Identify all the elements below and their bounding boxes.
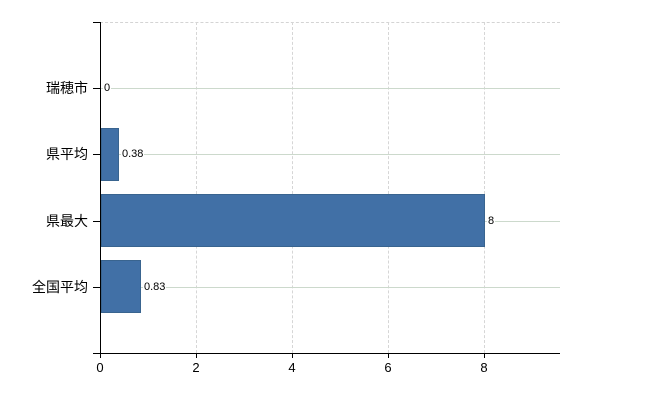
x-tick-mark xyxy=(196,353,197,358)
y-tick-mark xyxy=(93,287,100,288)
value-label: 0.38 xyxy=(121,147,145,161)
x-tick-label: 8 xyxy=(480,360,488,375)
x-tick-mark xyxy=(388,353,389,358)
v-gridline xyxy=(292,22,293,353)
x-tick-label: 0 xyxy=(96,360,104,375)
x-axis-line xyxy=(93,353,560,354)
category-label: 県平均 xyxy=(46,146,88,162)
category-label: 県最大 xyxy=(46,213,88,229)
y-axis-line xyxy=(100,22,101,353)
v-gridline xyxy=(484,22,485,353)
h-gridline xyxy=(100,287,560,288)
y-axis-top-tick xyxy=(93,22,100,23)
v-gridline xyxy=(388,22,389,353)
x-tick-mark xyxy=(100,353,101,358)
x-tick-label: 2 xyxy=(192,360,200,375)
x-tick-mark xyxy=(484,353,485,358)
x-tick-label: 6 xyxy=(384,360,392,375)
x-tick-mark xyxy=(292,353,293,358)
bar xyxy=(101,128,119,181)
category-label: 全国平均 xyxy=(32,279,88,295)
y-tick-mark xyxy=(93,154,100,155)
value-label: 8 xyxy=(487,214,496,228)
x-tick-label: 4 xyxy=(288,360,296,375)
h-gridline xyxy=(100,154,560,155)
y-tick-mark xyxy=(93,221,100,222)
h-gridline xyxy=(100,88,560,89)
value-label: 0.83 xyxy=(143,280,167,294)
bar xyxy=(101,260,141,313)
bar xyxy=(101,194,485,247)
category-label: 瑞穂市 xyxy=(46,80,88,96)
plot-top-border xyxy=(100,22,560,23)
value-label: 0 xyxy=(103,81,112,95)
y-tick-mark xyxy=(93,88,100,89)
v-gridline xyxy=(196,22,197,353)
